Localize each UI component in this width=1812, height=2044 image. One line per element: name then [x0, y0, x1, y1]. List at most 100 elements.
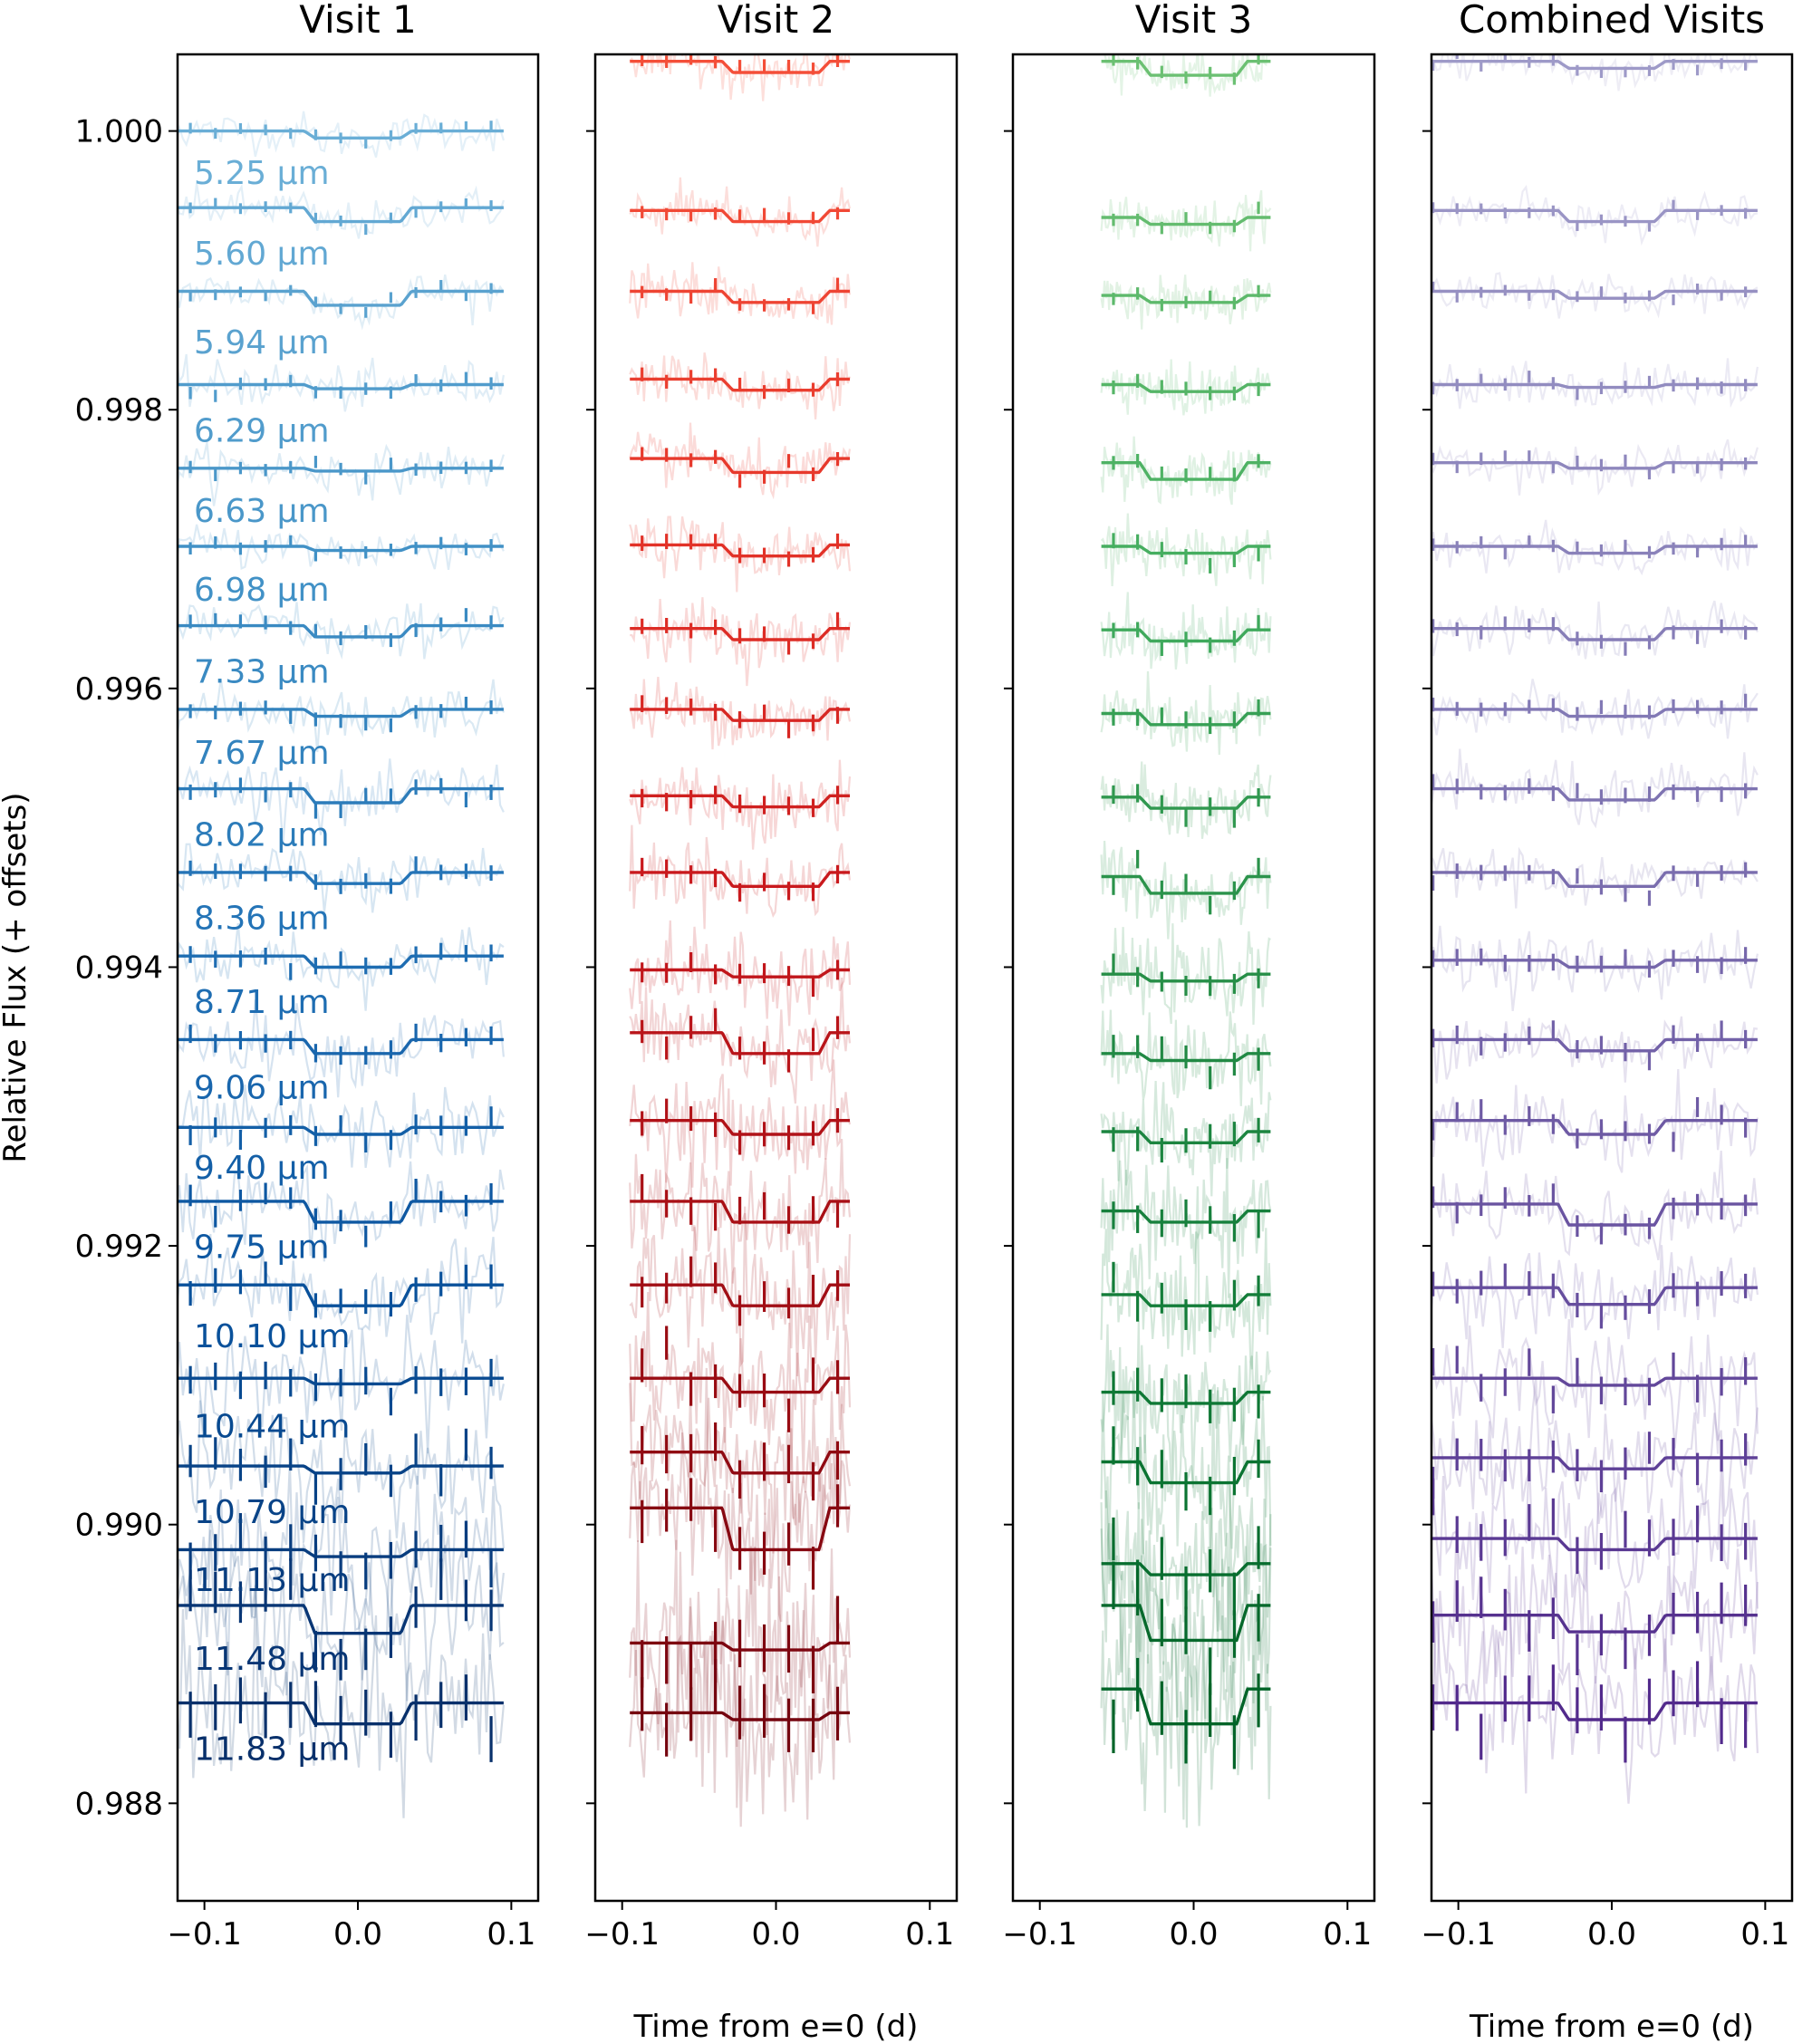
series-9 [1431, 748, 1759, 829]
model-line [1101, 874, 1271, 895]
series-9 [178, 758, 505, 845]
series-12 [1431, 1016, 1759, 1084]
y-tick-label: 0.992 [75, 1229, 163, 1265]
series-13 [1431, 1069, 1759, 1173]
wavelength-label: 7.33 μm [194, 653, 330, 690]
model-line [1101, 461, 1271, 481]
model-line [178, 1464, 504, 1475]
raw-data-line [1100, 1499, 1272, 1745]
model-line [178, 1376, 504, 1386]
model-line [1101, 1209, 1271, 1224]
wavelength-label: 9.40 μm [194, 1150, 330, 1187]
wavelength-label: 10.10 μm [194, 1318, 350, 1355]
series-16 [629, 1291, 852, 1484]
series-13 [1100, 1081, 1272, 1197]
wavelength-label: 9.75 μm [194, 1229, 330, 1267]
model-line [630, 457, 850, 475]
model-line [1101, 1390, 1271, 1405]
wavelength-label: 8.02 μm [194, 816, 330, 853]
x-tick-label: −0.1 [1002, 1916, 1077, 1952]
series-1 [1431, 54, 1759, 92]
raw-data-line [1431, 748, 1759, 829]
series-18 [1100, 1485, 1272, 1658]
wavelength-label: 6.29 μm [194, 412, 330, 449]
series-5 [1100, 436, 1272, 506]
model-line [1431, 289, 1758, 300]
model-line [178, 708, 504, 718]
panel-3: Visit 3 −0.1 0.0 0.1 [1002, 0, 1376, 1952]
wavelength-label: 11.83 μm [194, 1731, 350, 1768]
model-line [1101, 1604, 1271, 1643]
model-line [1431, 60, 1758, 71]
model-line [178, 545, 504, 553]
panel-4-frame [1430, 53, 1794, 1903]
model-line [178, 289, 504, 307]
model-line [630, 1376, 850, 1394]
series-5 [178, 441, 505, 506]
model-line [630, 1031, 850, 1056]
panel-4: Combined Visits −0.1 0.0 0.1 Time from e=0 (… [1421, 0, 1794, 2044]
model-line [178, 954, 504, 969]
model-line [1101, 382, 1271, 393]
model-line [630, 794, 850, 809]
y-tick-label: 0.994 [75, 950, 163, 986]
model-line [1431, 1614, 1758, 1634]
model-line [1431, 1037, 1758, 1053]
model-line [1431, 461, 1758, 470]
model-line [1431, 1286, 1758, 1306]
model-line [630, 1200, 850, 1224]
series-5 [1431, 439, 1759, 497]
y-axis-label: Relative Flux (+ offsets) [0, 792, 34, 1162]
raw-data-line [629, 262, 852, 325]
series-10 [178, 843, 505, 913]
wavelength-label: 6.63 μm [194, 493, 330, 530]
series-3 [1431, 272, 1759, 319]
model-line [178, 1701, 504, 1726]
x-tick-label: 0.0 [751, 1916, 800, 1952]
model-line [1431, 786, 1758, 802]
y-tick-label: 1.000 [75, 114, 163, 150]
series-4 [1100, 359, 1271, 416]
model-line [1431, 1701, 1758, 1721]
series-20 [1100, 1563, 1272, 1828]
series-11 [178, 922, 505, 1011]
y-tick-label: 0.990 [75, 1508, 163, 1544]
series-17 [178, 1400, 505, 1549]
x-tick-label: 0.1 [1323, 1916, 1372, 1952]
raw-data-line [178, 441, 505, 506]
series-3 [178, 274, 505, 331]
panel-3-plot-area [1100, 54, 1272, 1828]
model-line [178, 1547, 504, 1558]
model-line [1431, 1456, 1758, 1470]
model-line [178, 382, 504, 390]
series-1 [629, 54, 852, 101]
model-line [178, 1604, 504, 1635]
wavelength-label: 8.36 μm [194, 901, 330, 938]
model-line [1431, 708, 1758, 718]
x-tick-label: 0.0 [333, 1916, 382, 1952]
series-11 [1431, 925, 1759, 1012]
model-line [1101, 972, 1271, 983]
wavelength-label: 6.98 μm [194, 572, 330, 609]
series-14 [178, 1161, 505, 1262]
model-line [1101, 545, 1271, 555]
series-8 [178, 679, 505, 753]
series-18 [178, 1462, 505, 1676]
series-20 [629, 1606, 852, 1827]
series-18 [629, 1367, 852, 1623]
raw-data-line [1100, 275, 1272, 330]
panel-4-plot-area [1431, 54, 1759, 1804]
x-tick-label: 0.1 [487, 1916, 535, 1952]
series-12 [178, 999, 505, 1098]
raw-data-line [1100, 189, 1272, 252]
wavelength-label: 11.48 μm [194, 1641, 350, 1678]
model-line [630, 1641, 850, 1652]
series-13 [178, 1084, 505, 1169]
model-line [630, 1506, 850, 1552]
y-tick-label: 0.988 [75, 1786, 163, 1822]
panel-2: Visit 2 −0.1 0.0 0.1 Time from e=0 (d) [584, 0, 959, 2044]
series-16 [1100, 1321, 1272, 1489]
panel-1-title: Visit 1 [299, 0, 417, 42]
model-line [630, 208, 850, 224]
